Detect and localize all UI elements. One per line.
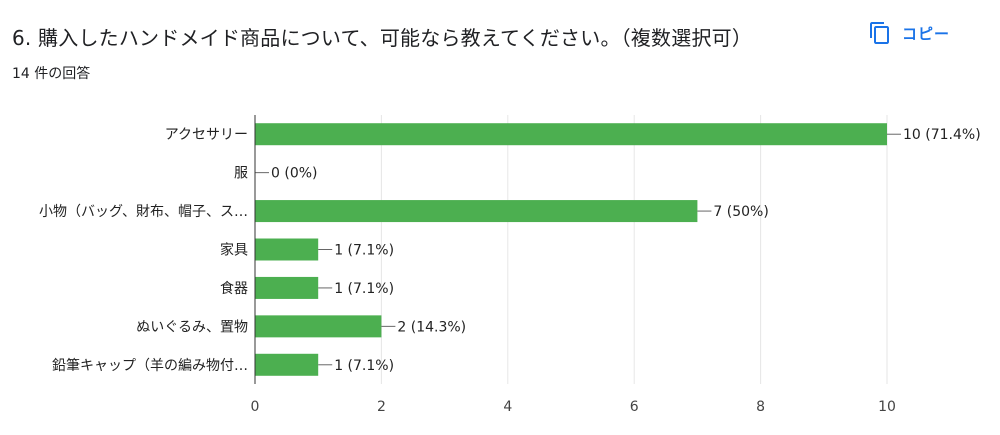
copy-button[interactable]: コピー [862, 16, 956, 50]
value-label-4: 1 (7.1%) [334, 281, 394, 297]
x-tick-label-1: 2 [377, 399, 386, 415]
value-label-3: 1 (7.1%) [334, 243, 394, 259]
copy-icon [868, 21, 892, 45]
value-label-0: 10 (71.4%) [903, 127, 981, 143]
x-tick-label-2: 4 [503, 399, 512, 415]
bar-2 [255, 200, 698, 223]
bar-0 [255, 123, 887, 146]
category-label-1: 服 [234, 166, 248, 182]
category-label-3: 家具 [220, 242, 248, 259]
category-label-2: 小物（バッグ、財布、帽子、ス… [39, 204, 248, 220]
bar-6 [255, 353, 319, 376]
value-label-1: 0 (0%) [271, 166, 318, 182]
bar-5 [255, 315, 382, 338]
response-count: 14 件の回答 [12, 66, 91, 82]
copy-button-label: コピー [902, 24, 951, 43]
x-tick-label-4: 8 [756, 399, 765, 415]
x-tick-label-0: 0 [251, 399, 260, 415]
bar-4 [255, 276, 319, 299]
x-tick-label-5: 10 [878, 399, 896, 415]
value-label-6: 1 (7.1%) [334, 358, 394, 374]
category-label-6: 鉛筆キャップ（羊の編み物付… [52, 358, 248, 374]
bar-3 [255, 238, 319, 261]
value-label-2: 7 (50%) [713, 204, 768, 220]
category-label-5: ぬいぐるみ、置物 [136, 319, 248, 335]
x-tick-label-3: 6 [630, 399, 639, 415]
value-label-5: 2 (14.3%) [397, 319, 466, 335]
category-label-4: 食器 [220, 280, 248, 297]
category-label-0: アクセサリー [165, 127, 248, 143]
question-title: 6. 購入したハンドメイド商品について、可能なら教えてください。（複数選択可） [12, 26, 753, 50]
